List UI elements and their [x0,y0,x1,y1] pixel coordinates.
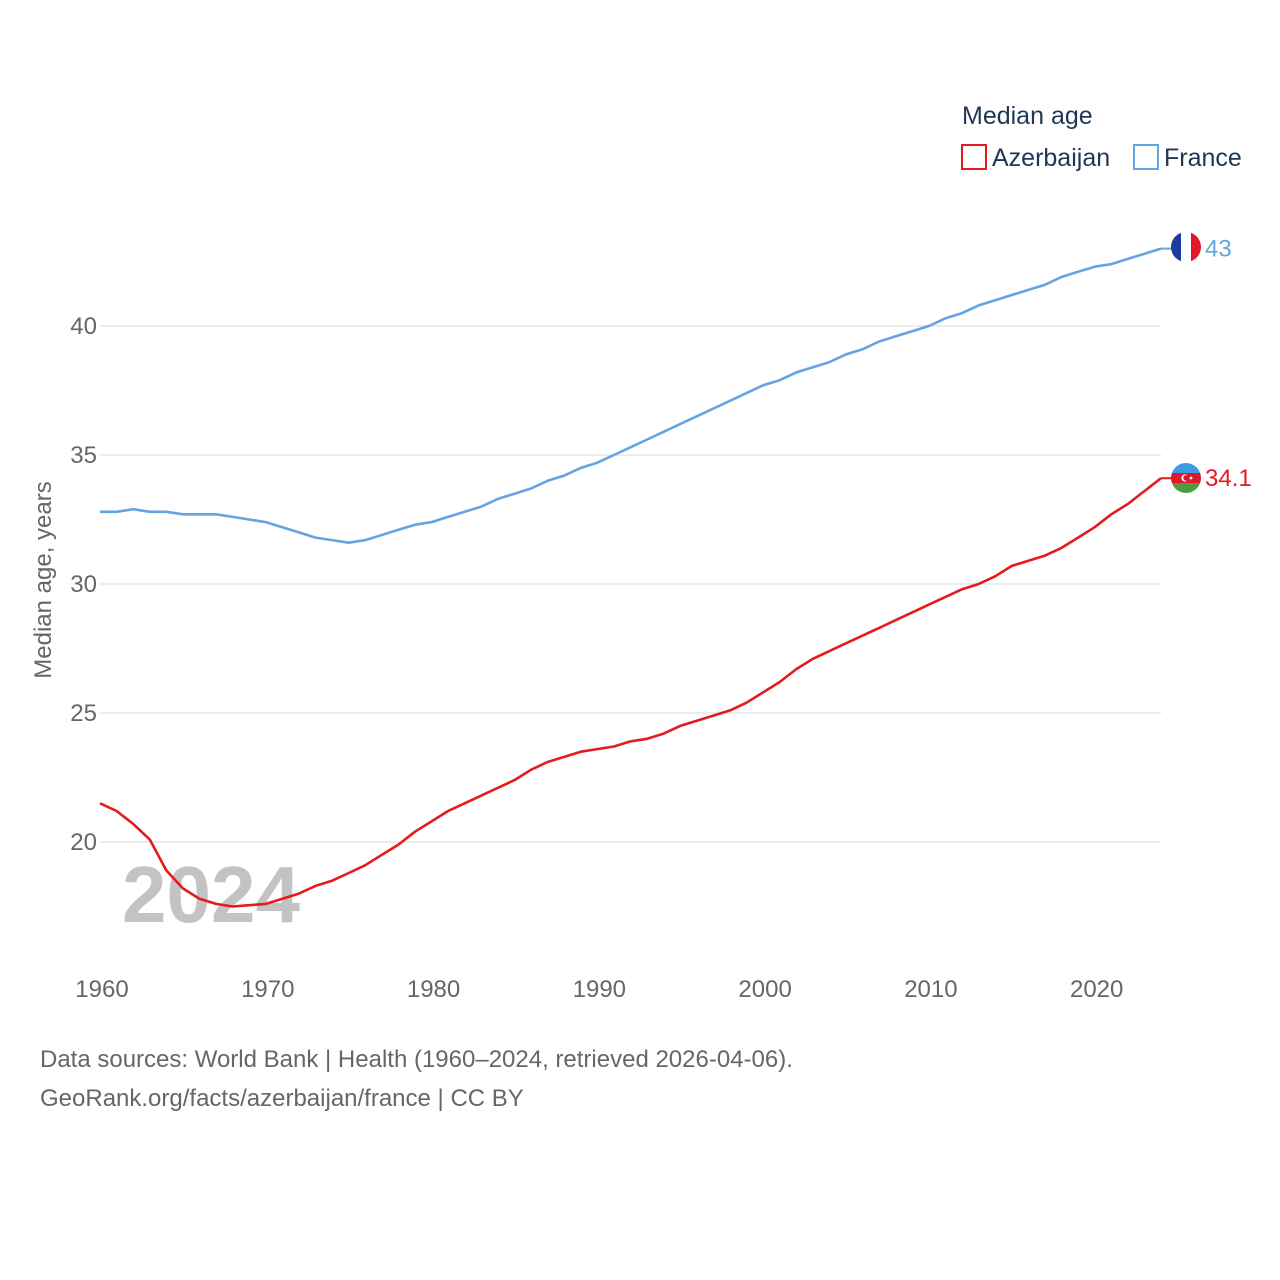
end-label-france: 43 [1205,236,1232,263]
y-tick-label-20: 20 [70,829,97,856]
legend-label: France [1164,144,1242,172]
legend-item-france[interactable]: France [1133,144,1242,172]
y-axis-title: Median age, years [30,481,57,678]
y-tick-label-40: 40 [70,313,97,340]
y-tick-label-25: 25 [70,700,97,727]
x-tick-label-2020: 2020 [1070,976,1123,1003]
year-watermark: 2024 [122,850,300,939]
series-lines [99,247,1172,908]
series-line-azerbaijan [99,477,1162,908]
series-line-france [100,247,1162,544]
azerbaijan-flag-icon [1171,463,1201,493]
x-tick-label-2010: 2010 [904,976,957,1003]
y-tick-label-30: 30 [70,571,97,598]
legend-title: Median age [962,102,1093,130]
data-sources-note: Data sources: World Bank | Health (1960–… [40,1046,793,1073]
end-label-azerbaijan: 34.1 [1205,465,1252,492]
x-tick-label-2000: 2000 [738,976,791,1003]
legend-swatch [1133,144,1159,170]
x-tick-label-1980: 1980 [407,976,460,1003]
x-tick-label-1990: 1990 [573,976,626,1003]
legend: Median age Azerbaijan France [961,102,1242,172]
legend-label: Azerbaijan [992,144,1110,172]
end-labels: 34.1 43 [1205,236,1252,493]
gridlines [100,325,1161,843]
x-tick-label-1970: 1970 [241,976,294,1003]
y-tick-label-35: 35 [70,442,97,469]
legend-item-azerbaijan[interactable]: Azerbaijan [961,144,1110,172]
x-axis-ticks: 1960 1970 1980 1990 2000 2010 2020 [75,976,1123,1003]
france-flag-icon [1171,232,1201,262]
source-link[interactable]: GeoRank.org/facts/azerbaijan/france | CC… [40,1085,524,1112]
x-tick-label-1960: 1960 [75,976,128,1003]
legend-swatch [961,144,987,170]
y-axis-ticks: 20 25 30 35 40 [70,313,97,856]
